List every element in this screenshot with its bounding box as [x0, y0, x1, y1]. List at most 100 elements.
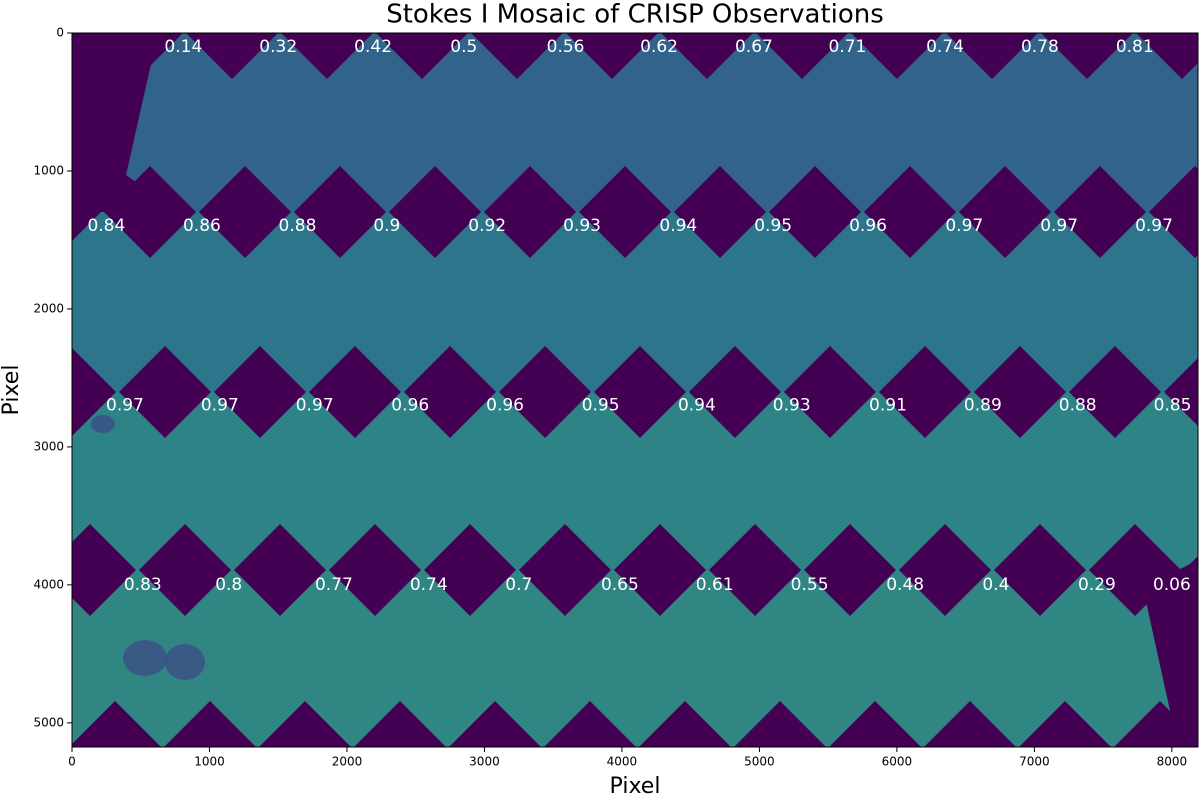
y-tick-label: 3000 — [33, 439, 64, 453]
gap-diamond — [294, 166, 386, 258]
x-axis-label: Pixel — [610, 774, 661, 798]
annotation: 0.88 — [279, 216, 317, 236]
annotation: 0.5 — [450, 37, 477, 57]
annotation: 0.94 — [678, 396, 716, 416]
gap-diamond — [924, 701, 1016, 747]
spot — [123, 640, 167, 676]
gap-diamond — [449, 701, 541, 747]
annotation: 0.83 — [124, 575, 162, 595]
gap-diamond — [119, 346, 211, 438]
gap-diamond — [199, 166, 291, 258]
annotation: 0.97 — [201, 396, 239, 416]
gap-diamond — [389, 166, 481, 258]
annotation: 0.97 — [945, 216, 983, 236]
gap-diamond — [376, 33, 468, 79]
gap-diamond — [899, 524, 991, 616]
gap-diamond — [1019, 701, 1111, 747]
gap-diamond — [0, 524, 41, 616]
gap-diamond — [769, 166, 861, 258]
annotation: 0.74 — [410, 575, 448, 595]
annotation: 0.9 — [373, 216, 400, 236]
gap-diamond — [566, 33, 658, 79]
gap-diamond — [756, 33, 848, 79]
gap-diamond — [639, 701, 731, 747]
x-tick-label: 1000 — [194, 755, 225, 769]
annotation: 0.84 — [87, 216, 125, 236]
annotation: 0.93 — [773, 396, 811, 416]
gap-diamond — [499, 346, 591, 438]
y-tick-label: 1000 — [33, 163, 64, 177]
annotation: 0.81 — [1116, 37, 1154, 57]
annotation: 0.06 — [1153, 575, 1191, 595]
annotation: 0.8 — [215, 575, 242, 595]
y-axis-label: Pixel — [0, 365, 24, 416]
spot — [165, 644, 205, 680]
y-tick-label: 0 — [56, 26, 64, 40]
gap-diamond — [281, 33, 373, 79]
annotation: 0.71 — [828, 37, 866, 57]
annotation: 0.94 — [659, 216, 697, 236]
annotation: 0.67 — [735, 37, 773, 57]
overlay: 0 1000 2000 3000 4000 5000 6000 7000 8000 0 1000 20… — [33, 26, 1199, 769]
annotation: 0.93 — [563, 216, 601, 236]
chart-title: Stokes I Mosaic of CRISP Observations — [386, 0, 884, 30]
gap-diamond — [864, 166, 956, 258]
gap-diamond — [72, 348, 116, 436]
annotation: 0.48 — [886, 575, 924, 595]
y-tick-label: 4000 — [33, 577, 64, 591]
y-tick-label: 5000 — [33, 715, 64, 729]
annotation: 0.95 — [582, 396, 620, 416]
gap-diamond — [329, 524, 421, 616]
annotation: 0.4 — [982, 575, 1009, 595]
gap-diamond — [1136, 33, 1198, 79]
gap-diamond — [354, 701, 446, 747]
gap-diamond — [734, 701, 826, 747]
spot — [91, 415, 115, 433]
gap-diamond — [214, 346, 306, 438]
annotation: 0.29 — [1078, 575, 1116, 595]
annotation: 0.55 — [791, 575, 829, 595]
gap-diamond — [709, 524, 801, 616]
gap-diamond — [404, 346, 496, 438]
gap-diamond — [829, 701, 921, 747]
gap-diamond — [579, 166, 671, 258]
annotation: 0.77 — [315, 575, 353, 595]
gap-diamond — [309, 346, 401, 438]
gap-diamond — [614, 524, 706, 616]
x-tick-label: 0 — [68, 755, 76, 769]
gap-diamond — [72, 701, 161, 747]
gap-diamond — [879, 346, 971, 438]
gap-diamond — [424, 524, 516, 616]
annotation: 0.96 — [849, 216, 887, 236]
gap-diamond — [1149, 166, 1198, 258]
annotation: 0.62 — [640, 37, 678, 57]
x-tick-label: 4000 — [607, 755, 638, 769]
gap-diamond — [994, 524, 1086, 616]
annotation: 0.91 — [869, 396, 907, 416]
gap-diamond — [1041, 33, 1133, 79]
gap-diamond — [594, 346, 686, 438]
annotation: 0.85 — [1154, 396, 1192, 416]
annotation: 0.61 — [696, 575, 734, 595]
annotation: 0.97 — [1135, 216, 1173, 236]
x-tick-label: 8000 — [1157, 755, 1188, 769]
annotation: 0.96 — [486, 396, 524, 416]
gap-diamond — [851, 33, 943, 79]
x-tick-label: 2000 — [332, 755, 363, 769]
annotation: 0.97 — [106, 396, 144, 416]
annotation: 0.97 — [1040, 216, 1078, 236]
plot-frame — [71, 32, 1199, 748]
annotation: 0.65 — [601, 575, 639, 595]
gap-diamond — [164, 701, 256, 747]
x-tick-label: 6000 — [882, 755, 913, 769]
gap-diamond — [234, 524, 326, 616]
empty-region — [1143, 560, 1198, 747]
annotation: 0.56 — [547, 37, 585, 57]
gap-diamond — [689, 346, 781, 438]
annotation: 0.88 — [1059, 396, 1097, 416]
y-tick-label: 2000 — [33, 301, 64, 315]
gap-diamond — [959, 166, 1051, 258]
gap-diamond — [519, 524, 611, 616]
